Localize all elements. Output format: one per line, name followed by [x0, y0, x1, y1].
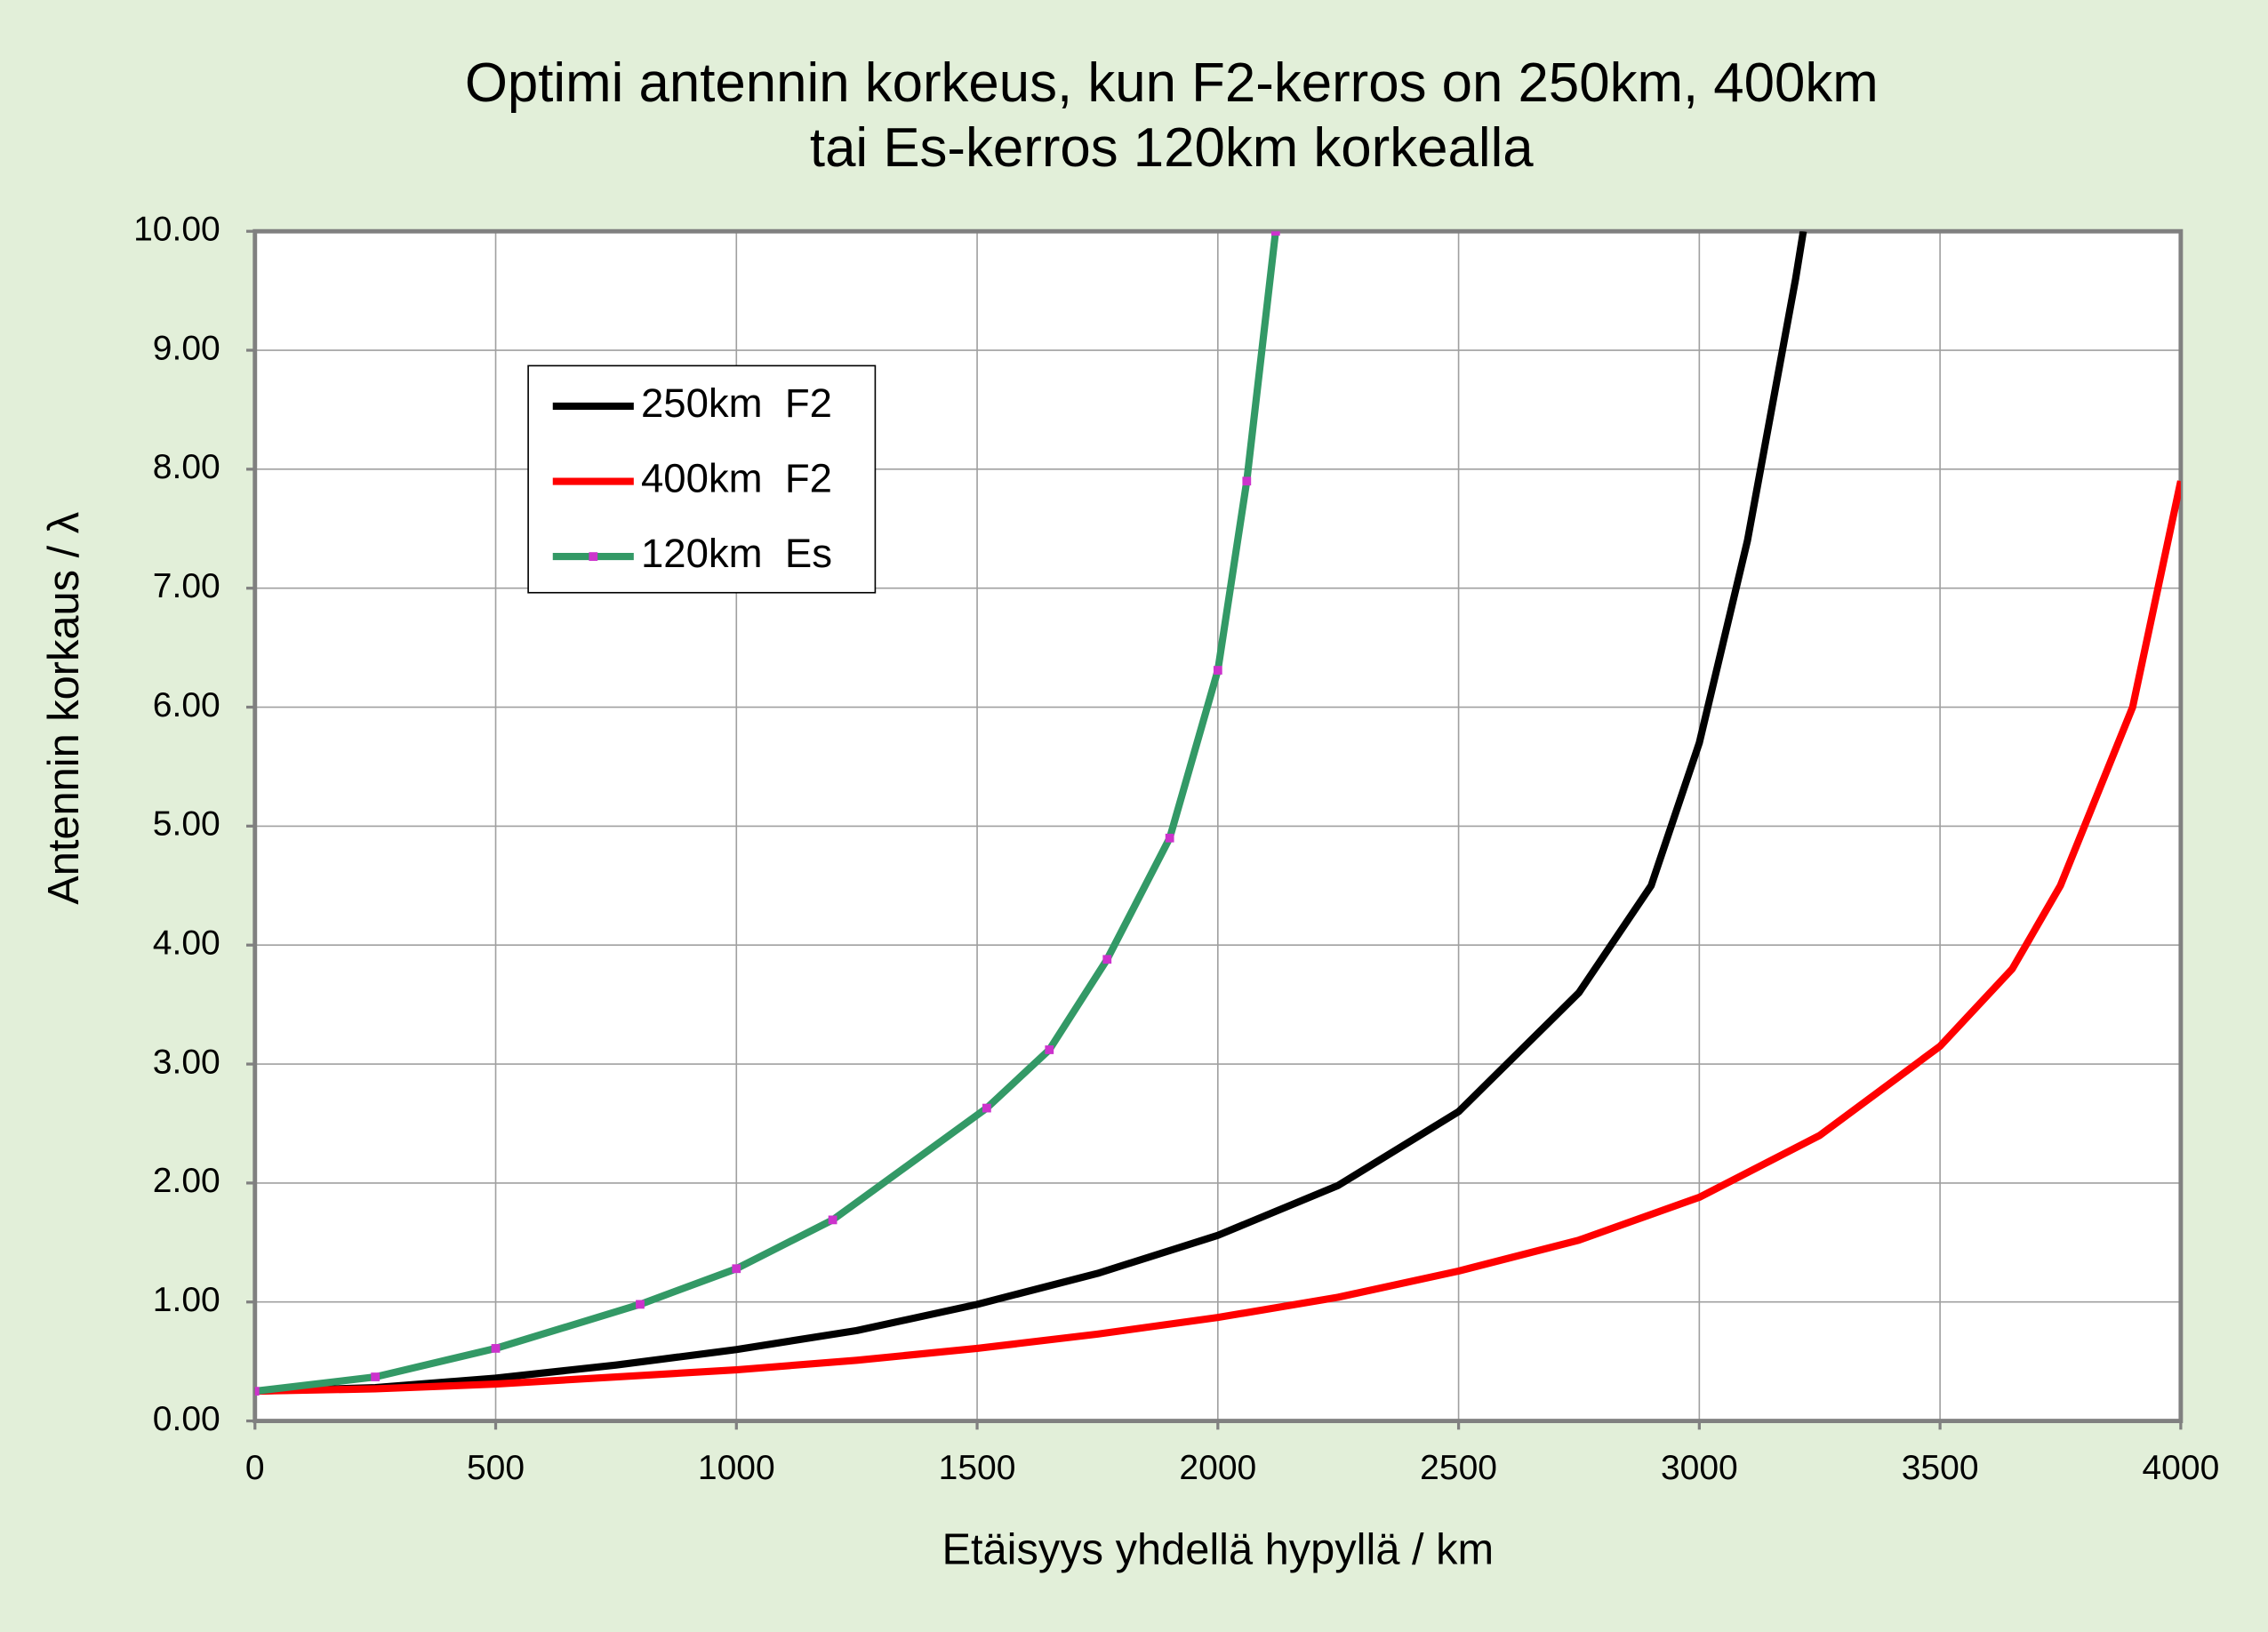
x-tick-label: 3500: [1902, 1449, 1979, 1487]
x-tick-label: 1000: [698, 1449, 775, 1487]
point-marker: [828, 1215, 837, 1225]
series-group: [254, 231, 2181, 1396]
point-marker: [982, 1103, 991, 1113]
x-tick-label: 500: [467, 1449, 525, 1487]
x-tick-label: 2500: [1420, 1449, 1497, 1487]
x-tick-label: 0: [245, 1449, 265, 1487]
line-series: [254, 480, 2181, 1396]
y-tick-label: 10.00: [133, 211, 220, 249]
x-tick-label: 1500: [939, 1449, 1016, 1487]
point-marker: [732, 1264, 741, 1274]
y-axis-label: Antennin korkaus / λ: [40, 512, 88, 905]
point-marker: [1270, 231, 1280, 236]
legend-label: 250km F2: [641, 380, 832, 426]
y-tick-label: 4.00: [153, 924, 220, 963]
point-marker: [1045, 1045, 1054, 1054]
y-tick-label: 6.00: [153, 686, 220, 724]
point-marker: [1213, 666, 1222, 675]
point-marker: [1102, 955, 1112, 964]
x-axis-label: Etäisyys yhdellä hypyllä / km: [942, 1525, 1494, 1573]
point-marker: [371, 1372, 381, 1381]
y-tick-label: 8.00: [153, 448, 220, 486]
line-series: [254, 231, 1807, 1396]
y-tick-label: 0.00: [153, 1400, 220, 1438]
legend-label: 120km Es: [641, 531, 832, 576]
x-tick-label: 2000: [1179, 1449, 1256, 1487]
plot-border: [252, 228, 2184, 1424]
y-tick-label: 3.00: [153, 1043, 220, 1081]
y-tick-label: 9.00: [153, 329, 220, 367]
point-marker: [1165, 833, 1174, 843]
chart-title: tai Es-kerros 120km korkealla: [810, 117, 1534, 179]
y-tick-label: 7.00: [153, 567, 220, 605]
y-tick-label: 1.00: [153, 1281, 220, 1319]
point-marker: [636, 1300, 645, 1309]
point-marker: [254, 1387, 260, 1396]
point-marker: [491, 1344, 501, 1353]
y-tick-label: 5.00: [153, 805, 220, 844]
x-tick-label: 3000: [1661, 1449, 1738, 1487]
point-marker: [1242, 476, 1252, 486]
legend-label: 400km F2: [641, 456, 832, 501]
chart-title: Optimi antennin korkeus, kun F2-kerros o…: [465, 52, 1879, 114]
legend-marker: [589, 552, 598, 561]
x-tick-label: 4000: [2142, 1449, 2219, 1487]
y-tick-label: 2.00: [153, 1162, 220, 1200]
